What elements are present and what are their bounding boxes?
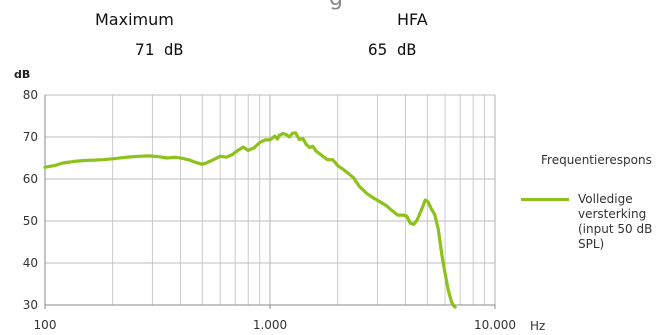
y-tick-label: 60 bbox=[23, 172, 38, 186]
y-tick-label: 80 bbox=[23, 88, 38, 102]
chart-grid bbox=[45, 94, 496, 306]
hfa-label: HFA bbox=[397, 10, 428, 29]
x-axis-label: Hz bbox=[530, 319, 545, 333]
y-tick-label: 40 bbox=[23, 256, 38, 270]
maximum-value: 71 dB bbox=[135, 40, 184, 59]
legend-title: Frequentierespons bbox=[541, 153, 652, 167]
chart-axes: 30 40 50 60 70 80 100 1.000 10.000 bbox=[23, 88, 516, 332]
series-line-volledige-versterking bbox=[43, 131, 457, 309]
chart-series-layer bbox=[43, 131, 457, 309]
legend-series-name: Volledige versterking (input 50 dB SPL) bbox=[578, 192, 653, 251]
hfa-value: 65 dB bbox=[368, 40, 417, 59]
chart-title-fragment: g bbox=[0, 0, 672, 11]
y-axis-label: dB bbox=[14, 68, 30, 81]
x-tick-label: 1.000 bbox=[253, 318, 287, 332]
y-tick-label: 70 bbox=[23, 130, 38, 144]
x-tick-label: 100 bbox=[34, 318, 57, 332]
y-tick-label: 30 bbox=[23, 298, 38, 312]
maximum-label: Maximum bbox=[95, 10, 174, 29]
y-tick-label: 50 bbox=[23, 214, 38, 228]
legend-swatch bbox=[521, 198, 569, 201]
x-tick-label: 10.000 bbox=[474, 318, 516, 332]
